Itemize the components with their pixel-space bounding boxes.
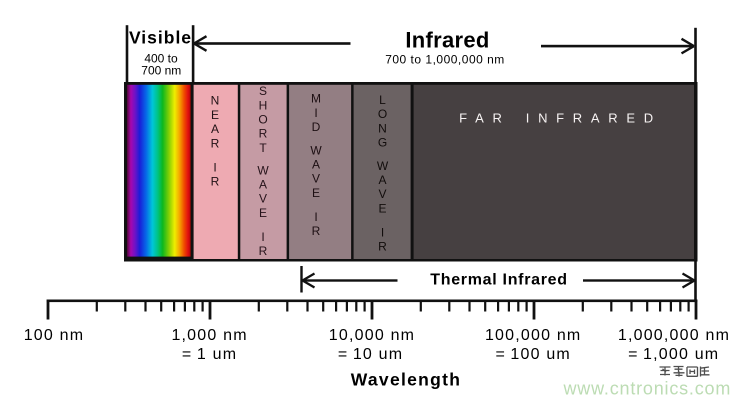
svg-text:400 to: 400 to [144, 51, 178, 65]
svg-text:E: E [259, 206, 267, 220]
svg-text:E: E [211, 108, 219, 122]
svg-text:W: W [257, 163, 269, 177]
svg-text:N: N [211, 94, 220, 108]
svg-text:O: O [258, 113, 267, 127]
svg-text:Thermal Infrared: Thermal Infrared [430, 271, 567, 288]
svg-text:= 1 um: = 1 um [182, 346, 237, 363]
svg-text:I: I [314, 210, 317, 224]
svg-text:A: A [259, 178, 267, 192]
svg-text:G: G [378, 136, 387, 150]
svg-text:I: I [314, 106, 317, 120]
svg-text:= 1,000 um: = 1,000 um [628, 346, 719, 363]
svg-text:E: E [312, 186, 320, 200]
svg-text:I: I [381, 226, 384, 240]
svg-text:A: A [312, 158, 320, 172]
svg-text:= 10 um: = 10 um [338, 346, 403, 363]
svg-text:R: R [378, 240, 387, 254]
svg-text:W: W [377, 159, 389, 173]
svg-text:I: I [261, 230, 264, 244]
svg-text:S: S [259, 84, 267, 98]
svg-text:Infrared: Infrared [405, 28, 489, 53]
svg-text:FAR INFRARED: FAR INFRARED [459, 110, 662, 125]
svg-text:100 nm: 100 nm [24, 327, 85, 344]
svg-text:R: R [211, 175, 220, 189]
svg-text:V: V [259, 192, 267, 206]
svg-text:A: A [211, 122, 219, 136]
svg-text:www.cntronics.com: www.cntronics.com [563, 379, 732, 399]
svg-text:V: V [378, 187, 386, 201]
svg-text:V: V [312, 172, 320, 186]
svg-text:700 nm: 700 nm [141, 63, 181, 77]
svg-text:Visible: Visible [129, 28, 192, 48]
svg-text:N: N [378, 121, 387, 135]
svg-text:1,000,000 nm: 1,000,000 nm [618, 327, 730, 344]
svg-text:O: O [378, 107, 387, 121]
svg-text:R: R [259, 244, 268, 258]
svg-text:I: I [213, 161, 216, 175]
svg-text:T: T [259, 141, 267, 155]
svg-text:= 100 um: = 100 um [495, 346, 571, 363]
svg-text:Wavelength: Wavelength [351, 370, 462, 390]
svg-text:1,000 nm: 1,000 nm [171, 327, 247, 344]
svg-text:10,000 nm: 10,000 nm [329, 327, 415, 344]
svg-text:H: H [259, 98, 268, 112]
svg-text:E: E [378, 201, 386, 215]
svg-text:W: W [310, 143, 322, 157]
svg-text:R: R [312, 224, 321, 238]
svg-text:100,000 nm: 100,000 nm [485, 327, 582, 344]
svg-text:700 to 1,000,000 nm: 700 to 1,000,000 nm [385, 52, 505, 66]
svg-text:L: L [379, 93, 386, 107]
svg-text:R: R [211, 136, 220, 150]
svg-text:A: A [378, 173, 386, 187]
svg-text:D: D [312, 120, 321, 134]
svg-text:R: R [259, 127, 268, 141]
svg-text:M: M [311, 92, 321, 106]
